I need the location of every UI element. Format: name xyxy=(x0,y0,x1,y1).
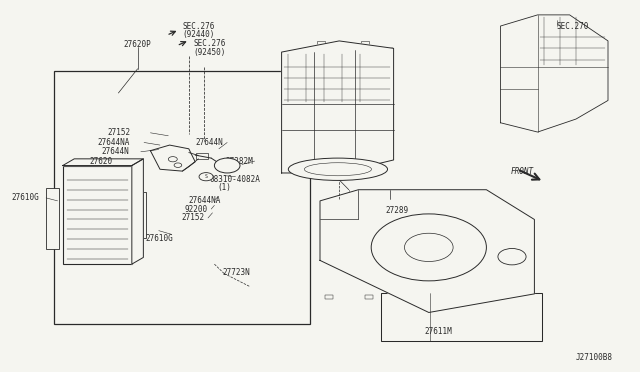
Circle shape xyxy=(498,248,526,265)
Bar xyxy=(384,46,392,52)
Circle shape xyxy=(174,163,182,167)
Bar xyxy=(317,41,325,46)
Bar xyxy=(282,53,290,58)
Polygon shape xyxy=(320,190,534,312)
Polygon shape xyxy=(132,159,143,264)
Text: 27620P: 27620P xyxy=(124,40,152,49)
Bar xyxy=(361,41,369,46)
Text: 27644N: 27644N xyxy=(101,147,129,156)
Text: 92200: 92200 xyxy=(185,205,208,214)
Text: 27152: 27152 xyxy=(108,128,131,137)
Text: 27610G: 27610G xyxy=(146,234,173,243)
Circle shape xyxy=(199,173,213,181)
Bar xyxy=(196,153,208,159)
Bar xyxy=(365,295,373,299)
Ellipse shape xyxy=(288,158,388,180)
Text: FRONT: FRONT xyxy=(511,167,534,176)
Text: S: S xyxy=(205,174,207,179)
Text: (92450): (92450) xyxy=(193,48,226,57)
Text: 27723N: 27723N xyxy=(223,268,250,277)
Text: SEC.276: SEC.276 xyxy=(182,22,215,31)
Text: 08310-4082A: 08310-4082A xyxy=(210,175,260,184)
Text: 27644NA: 27644NA xyxy=(97,138,130,147)
Text: 27610G: 27610G xyxy=(12,193,39,202)
Text: (92440): (92440) xyxy=(182,30,215,39)
Text: 27152: 27152 xyxy=(182,214,205,222)
Polygon shape xyxy=(63,159,143,166)
Text: 27282M: 27282M xyxy=(225,157,253,166)
Polygon shape xyxy=(500,15,608,132)
Circle shape xyxy=(371,214,486,281)
Polygon shape xyxy=(150,145,195,171)
Bar xyxy=(506,295,514,299)
Text: 27289: 27289 xyxy=(385,206,408,215)
Text: 27620: 27620 xyxy=(90,157,113,166)
Bar xyxy=(133,192,146,238)
Text: (1): (1) xyxy=(218,183,232,192)
Bar xyxy=(381,293,542,341)
Polygon shape xyxy=(282,41,394,173)
Bar xyxy=(325,295,333,299)
Bar xyxy=(54,71,310,324)
Text: 27644N: 27644N xyxy=(195,138,223,147)
Bar xyxy=(63,166,132,264)
Text: SEC.270: SEC.270 xyxy=(557,22,589,31)
Text: 27611M: 27611M xyxy=(424,327,452,336)
Bar xyxy=(46,188,59,249)
Text: 27644NA: 27644NA xyxy=(189,196,221,205)
Text: J27100B8: J27100B8 xyxy=(576,353,613,362)
Circle shape xyxy=(404,233,453,262)
Bar xyxy=(410,295,418,299)
Bar xyxy=(461,295,469,299)
Circle shape xyxy=(168,157,177,162)
Circle shape xyxy=(214,158,240,173)
Text: SEC.276: SEC.276 xyxy=(193,39,226,48)
